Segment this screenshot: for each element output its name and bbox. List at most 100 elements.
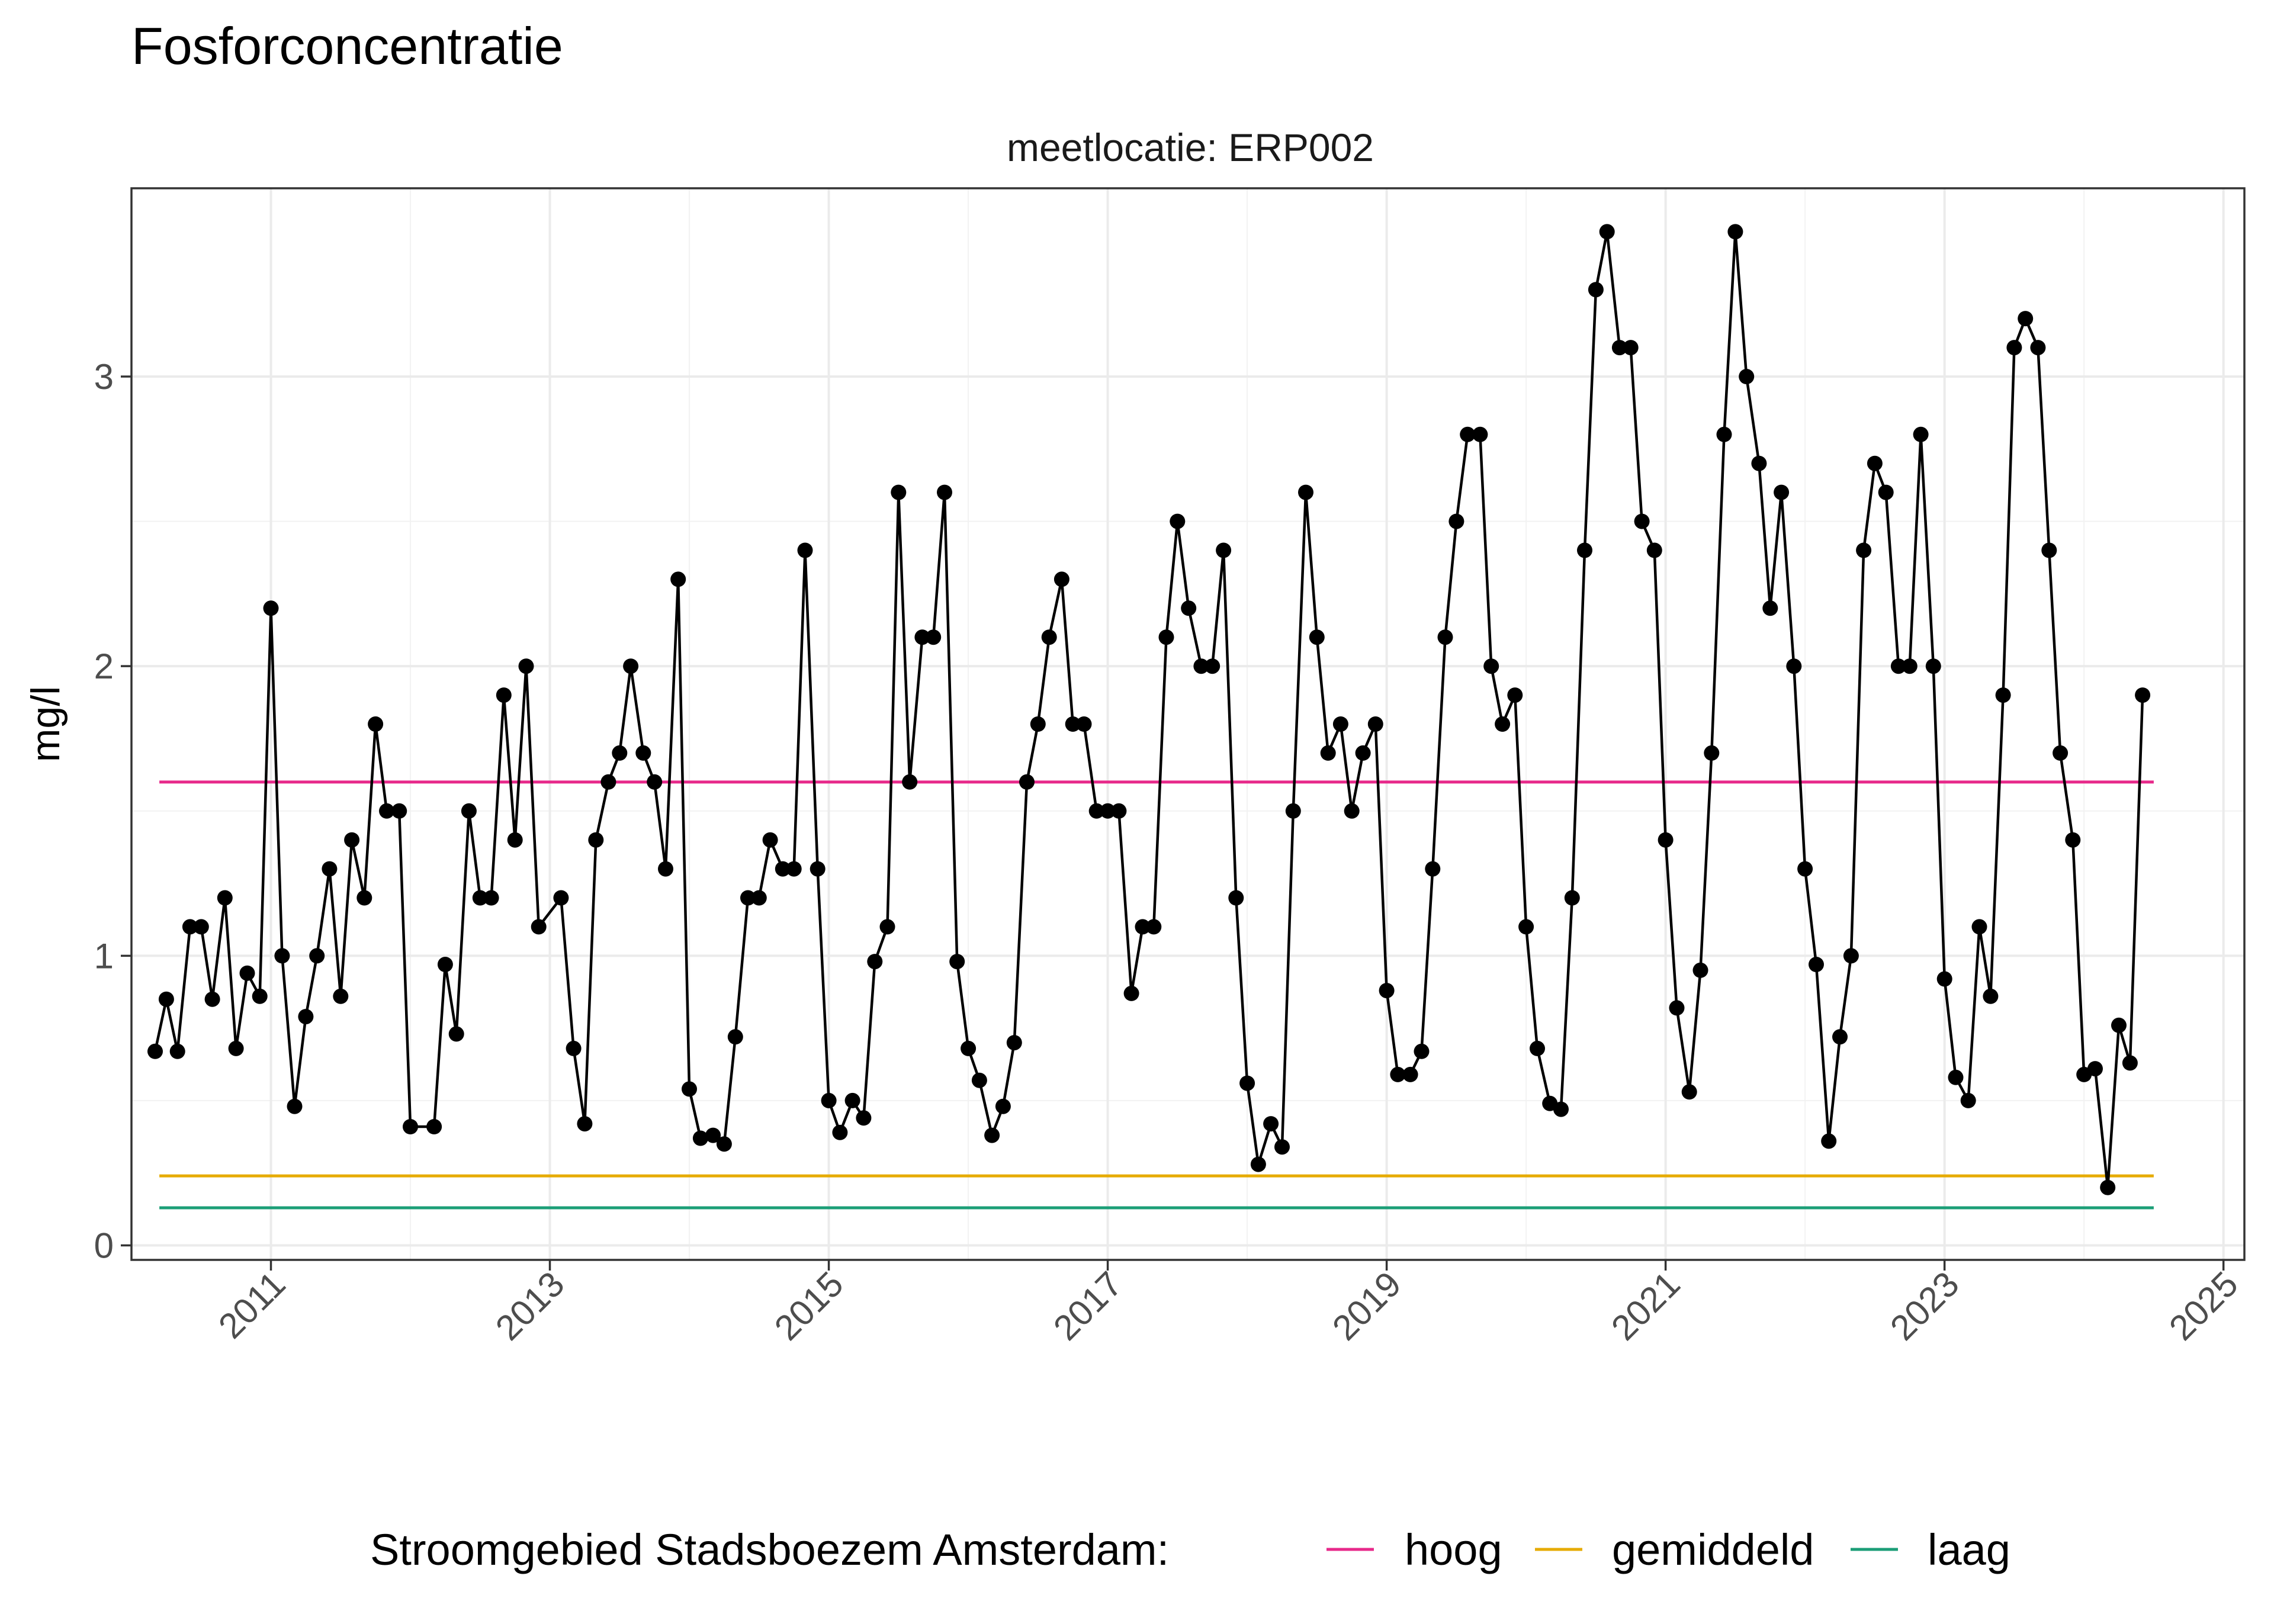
data-point <box>647 774 663 790</box>
data-point <box>1158 629 1174 645</box>
legend-label-gemiddeld: gemiddeld <box>1612 1525 1814 1574</box>
data-point <box>971 1072 987 1088</box>
data-point <box>1088 803 1104 819</box>
data-point <box>1472 426 1488 442</box>
data-point <box>2065 832 2081 848</box>
data-point <box>1692 962 1708 978</box>
data-point <box>1414 1043 1430 1059</box>
y-tick-label: 2 <box>94 647 114 686</box>
data-point <box>1309 629 1325 645</box>
data-point <box>333 988 349 1004</box>
data-point <box>204 991 220 1007</box>
data-point <box>507 832 523 848</box>
data-point <box>1971 919 1987 935</box>
data-point <box>2030 340 2046 356</box>
reference-lines <box>159 780 2154 1210</box>
data-point <box>1460 426 1476 442</box>
data-point <box>1263 1116 1279 1132</box>
data-point <box>856 1110 872 1126</box>
legend-label-hoog: hoog <box>1405 1525 1502 1574</box>
data-point <box>1193 658 1209 674</box>
data-point <box>1936 971 1952 987</box>
chart-title: Fosforconcentratie <box>131 17 563 75</box>
data-point <box>1564 890 1580 906</box>
data-point <box>1902 658 1918 674</box>
data-point <box>2006 340 2022 356</box>
data-point <box>274 948 290 964</box>
data-point <box>1890 658 1906 674</box>
data-point <box>1495 716 1511 732</box>
data-point <box>1030 716 1046 732</box>
data-point <box>1041 629 1057 645</box>
data-point <box>1577 542 1592 558</box>
data-point <box>1054 571 1069 587</box>
data-point <box>368 716 384 732</box>
data-point <box>961 1040 977 1056</box>
data-point <box>1019 774 1035 790</box>
data-point <box>1774 484 1790 500</box>
panel-border <box>130 187 2246 1261</box>
data-point <box>147 1043 163 1059</box>
data-point <box>705 1127 721 1143</box>
data-point <box>1367 716 1383 732</box>
data-point <box>483 890 499 906</box>
data-point <box>1285 803 1301 819</box>
legend-label-laag: laag <box>1928 1525 2010 1574</box>
data-point <box>217 890 233 906</box>
data-point <box>426 1119 442 1134</box>
data-point <box>1843 948 1859 964</box>
data-point <box>1274 1139 1290 1155</box>
data-point <box>182 919 198 935</box>
data-point <box>740 890 756 906</box>
data-point <box>496 687 512 703</box>
data-point <box>1170 513 1186 529</box>
data-point <box>1634 513 1650 529</box>
data-point <box>1599 224 1615 240</box>
data-point <box>1762 600 1778 616</box>
data-point <box>1669 1000 1685 1016</box>
y-tick-label: 0 <box>94 1226 114 1266</box>
data-point <box>461 803 477 819</box>
y-tick-label: 3 <box>94 357 114 397</box>
data-point <box>1878 484 1894 500</box>
data-point <box>1006 1035 1022 1051</box>
data-point <box>1483 658 1499 674</box>
data-point <box>1913 426 1929 442</box>
data-point <box>1518 919 1534 935</box>
data-point <box>1553 1101 1569 1117</box>
data-point <box>239 965 255 981</box>
data-point <box>1611 340 1627 356</box>
data-point <box>821 1092 837 1108</box>
data-point <box>1298 484 1313 500</box>
data-point <box>1821 1133 1837 1149</box>
data-point <box>1402 1066 1418 1082</box>
legend-title: Stroomgebied Stadsboezem Amsterdam: <box>370 1525 1169 1574</box>
data-point <box>902 774 918 790</box>
data-point <box>600 774 616 790</box>
data-point <box>252 988 268 1004</box>
data-point <box>1181 600 1197 616</box>
data-point <box>553 890 569 906</box>
data-point <box>2100 1179 2116 1195</box>
data-point <box>403 1119 418 1134</box>
data-point <box>1623 340 1639 356</box>
data-point <box>1379 983 1395 999</box>
data-point <box>914 629 930 645</box>
data-point <box>309 948 325 964</box>
data-point <box>1797 861 1813 877</box>
y-tick-label: 1 <box>94 936 114 976</box>
data-point <box>832 1124 848 1140</box>
data-point <box>891 484 907 500</box>
data-point <box>1960 1092 1976 1108</box>
data-point <box>844 1092 860 1108</box>
series-line <box>153 230 2144 1189</box>
data-point <box>1076 716 1092 732</box>
data-point <box>169 1043 185 1059</box>
data-point <box>1925 658 1941 674</box>
data-point <box>1751 455 1767 471</box>
data-point <box>1123 985 1139 1001</box>
data-point <box>623 658 639 674</box>
data-point <box>287 1098 303 1114</box>
